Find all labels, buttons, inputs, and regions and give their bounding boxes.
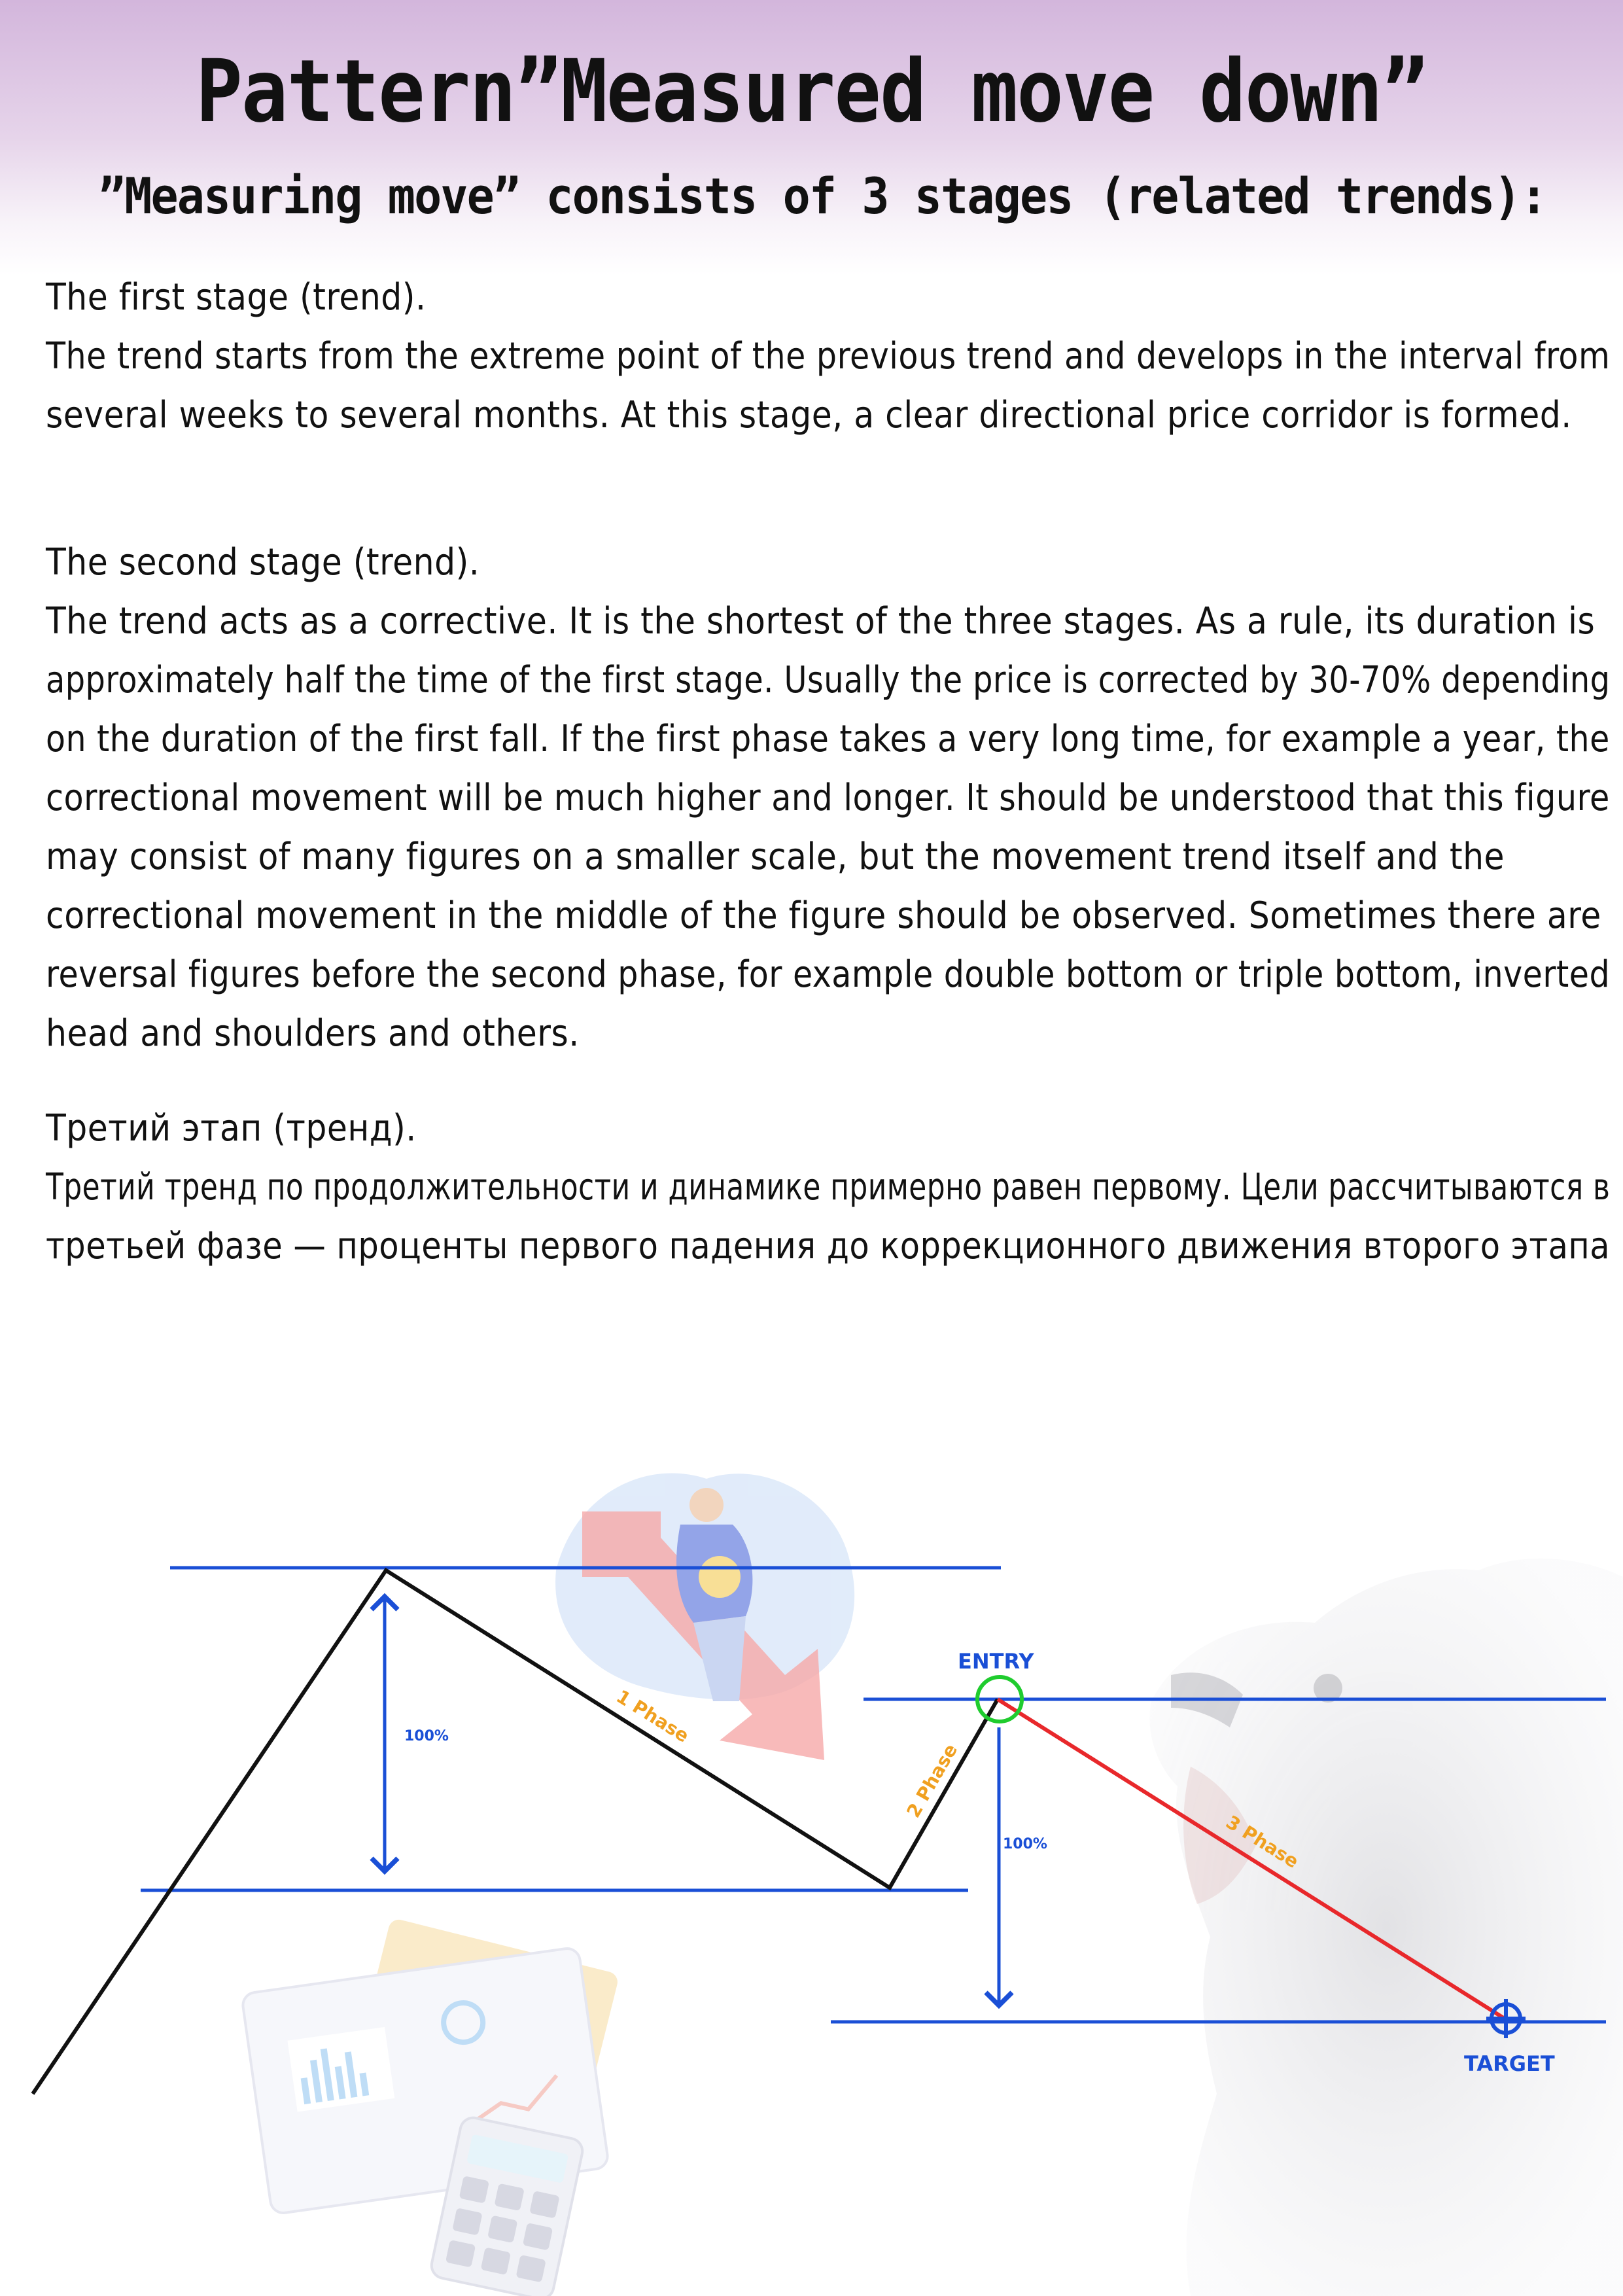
third-phase-line	[996, 1697, 1506, 2021]
section-line: approximately half the time of the first…	[46, 659, 1611, 701]
target-label: TARGET	[1464, 2051, 1555, 2076]
section-third-stage: Третий этап (тренд). Третий тренд по про…	[46, 1099, 1611, 1276]
measure-third-label: 100%	[1003, 1836, 1047, 1852]
price-path	[31, 1567, 1000, 2095]
section-line: may consist of many figures on a smaller…	[46, 836, 1505, 878]
entry-label: ENTRY	[958, 1649, 1034, 1674]
notebook-calculator-illustration	[241, 1919, 618, 2296]
target-crosshair-icon	[1486, 1999, 1526, 2038]
section-line: correctional movement will be much highe…	[46, 777, 1610, 819]
section-first-stage: The first stage (trend). The trend start…	[46, 268, 1611, 445]
section-line: reversal figures before the second phase…	[46, 953, 1611, 996]
page-title: Pattern”Measured move down”	[196, 41, 1428, 142]
section-line: Третий тренд по продолжительности и дина…	[46, 1166, 1611, 1209]
section-heading: The second stage (trend).	[46, 541, 480, 584]
section-second-stage: The second stage (trend). The trend acts…	[46, 533, 1611, 1063]
measure-first-label: 100%	[404, 1728, 449, 1744]
section-line: several weeks to several months. At this…	[46, 394, 1572, 436]
bear-illustration	[1149, 1558, 1623, 2296]
section-heading: The first stage (trend).	[46, 276, 427, 319]
section-line: третьей фазе — проценты первого падения …	[46, 1225, 1611, 1267]
section-line: correctional movement in the middle of t…	[46, 894, 1601, 937]
level-lines	[141, 1566, 1606, 2024]
entry-circle-icon	[975, 1675, 1024, 1723]
section-line: on the duration of the first fall. If th…	[46, 718, 1610, 760]
section-line: The trend acts as a corrective. It is th…	[46, 600, 1596, 643]
measured-move-diagram: 100% 100% 1 Phase 2 Phase 3 Phase ENTRY …	[31, 1473, 1623, 2296]
section-line: The trend starts from the extreme point …	[46, 335, 1611, 378]
section-heading: Третий этап (тренд).	[46, 1107, 417, 1150]
section-line: head and shoulders and others.	[46, 1012, 580, 1055]
page-subtitle: ”Measuring move” consists of 3 stages (r…	[98, 167, 1548, 225]
person-with-coin-illustration	[555, 1473, 855, 1760]
